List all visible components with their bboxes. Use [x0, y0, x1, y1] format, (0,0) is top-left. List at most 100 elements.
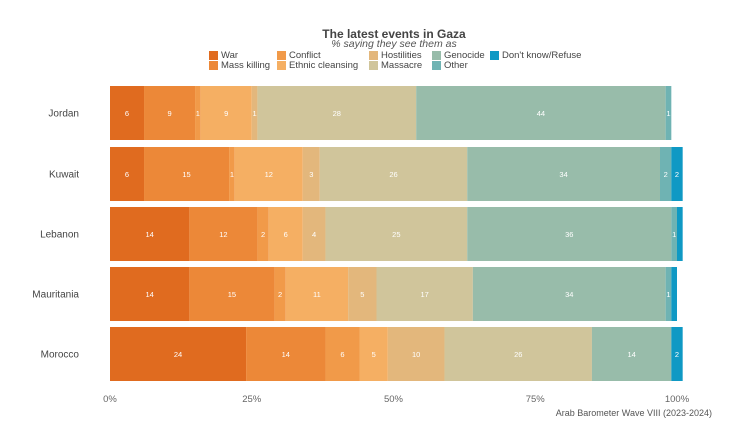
data-label: 1: [252, 109, 256, 118]
legend-item-mass-killing: Mass killing: [209, 60, 270, 71]
legend-label: Ethnic cleansing: [289, 60, 359, 71]
bar-segment-mass-killing: [189, 207, 258, 261]
data-label: 17: [421, 290, 429, 299]
bar-segment-war: [110, 267, 190, 321]
data-label: 1: [666, 109, 670, 118]
data-label: 14: [282, 350, 290, 359]
data-label: 6: [340, 350, 344, 359]
legend-swatch: [277, 61, 286, 70]
category-label: Lebanon: [40, 230, 79, 241]
data-label: 9: [224, 109, 228, 118]
bar-segment-genocide: [467, 207, 672, 261]
data-label: 12: [219, 230, 227, 239]
category-label: Morocco: [41, 350, 80, 361]
data-label: 10: [412, 350, 420, 359]
x-tick-label: 25%: [242, 394, 262, 405]
x-tick-label: 100%: [665, 394, 690, 405]
legend-swatch: [432, 61, 441, 70]
data-label: 6: [284, 230, 288, 239]
legend-label: Genocide: [444, 50, 485, 61]
bar-segment-hostilities: [302, 147, 320, 201]
bar-segment-genocide: [472, 267, 666, 321]
legend-item-war: War: [209, 50, 238, 61]
data-label: 11: [313, 290, 321, 299]
bar-segment-conflict: [195, 86, 201, 140]
legend-label: Other: [444, 60, 468, 71]
data-label: 9: [167, 109, 171, 118]
data-label: 1: [196, 109, 200, 118]
data-label: 6: [125, 109, 129, 118]
bar-segment-massacre: [376, 267, 473, 321]
data-label: 34: [565, 290, 573, 299]
bar-segment-mass-killing: [189, 267, 275, 321]
data-label: 2: [675, 350, 679, 359]
bar-segment-ethnic-cleansing: [200, 86, 252, 140]
bar-segment-other: [659, 147, 672, 201]
bar-segment-don-t-know-refuse: [671, 267, 677, 321]
bar-segment-ethnic-cleansing: [359, 327, 388, 381]
bar-segment-war: [110, 207, 190, 261]
bar-segment-conflict: [229, 147, 235, 201]
legend-label: War: [221, 50, 239, 61]
chart-subtitle: % saying they see them as: [331, 38, 457, 50]
bar-segment-genocide: [467, 147, 660, 201]
bar-segment-massacre: [257, 86, 417, 140]
legend-item-genocide: Genocide: [432, 50, 485, 61]
legend-item-ethnic-cleansing: Ethnic cleansing: [277, 60, 358, 71]
bar-segment-conflict: [257, 207, 269, 261]
data-label: 28: [333, 109, 341, 118]
bar-segment-mass-killing: [246, 327, 326, 381]
data-label: 6: [125, 170, 129, 179]
bar-segment-mass-killing: [144, 86, 196, 140]
data-label: 24: [174, 350, 182, 359]
data-label: 36: [565, 230, 573, 239]
bar-segment-hostilities: [387, 327, 445, 381]
x-tick-label: 0%: [103, 394, 117, 405]
data-label: 26: [389, 170, 397, 179]
legend-item-hostilities: Hostilities: [369, 50, 422, 61]
bar-segment-don-t-know-refuse: [671, 327, 683, 381]
data-label: 15: [182, 170, 190, 179]
source-note: Arab Barometer Wave VIII (2023-2024): [555, 408, 712, 418]
data-label: 44: [537, 109, 545, 118]
bar-segment-massacre: [325, 207, 468, 261]
data-label: 4: [312, 230, 316, 239]
legend-item-conflict: Conflict: [277, 50, 321, 61]
legend-label: Don't know/Refuse: [502, 50, 582, 61]
data-label: 1: [672, 230, 676, 239]
data-label: 5: [360, 290, 364, 299]
bar-segment-hostilities: [302, 207, 326, 261]
legend-item-massacre: Massacre: [369, 60, 422, 71]
bar-segment-genocide: [416, 86, 666, 140]
bar-segment-other: [671, 207, 677, 261]
bar-segment-ethnic-cleansing: [285, 267, 349, 321]
bar-segment-conflict: [274, 267, 286, 321]
legend-swatch: [209, 61, 218, 70]
data-label: 14: [627, 350, 635, 359]
legend-swatch: [490, 51, 499, 60]
bar-segment-mass-killing: [144, 147, 230, 201]
bar-segment-conflict: [325, 327, 360, 381]
data-label: 26: [514, 350, 522, 359]
bar-segment-genocide: [591, 327, 672, 381]
bar-segment-ethnic-cleansing: [268, 207, 303, 261]
data-label: 5: [372, 350, 376, 359]
category-label: Kuwait: [49, 170, 79, 181]
chart-legend: War Conflict Hostilities Genocide Don't know…: [0, 0, 740, 80]
data-label: 2: [675, 170, 679, 179]
data-label: 2: [261, 230, 265, 239]
bar-segment-don-t-know-refuse: [677, 207, 683, 261]
data-label: 25: [392, 230, 400, 239]
bar-segment-other: [665, 86, 672, 140]
x-tick-label: 75%: [526, 394, 546, 405]
bar-segment-hostilities: [251, 86, 258, 140]
legend-label: Massacre: [381, 60, 423, 71]
legend-item-other: Other: [432, 60, 468, 71]
data-label: 3: [309, 170, 313, 179]
legend-item-don-t-know-refuse: Don't know/Refuse: [490, 50, 581, 61]
bar-segment-war: [110, 86, 145, 140]
bar-segment-ethnic-cleansing: [234, 147, 303, 201]
x-tick-label: 50%: [384, 394, 404, 405]
data-label: 14: [146, 290, 154, 299]
